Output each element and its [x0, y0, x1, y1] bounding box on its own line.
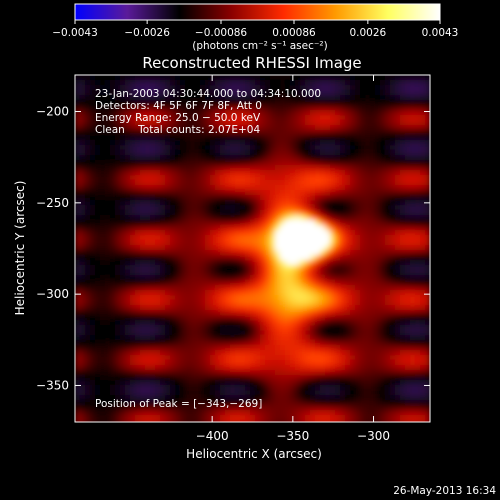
- y-tick-label: −200: [36, 105, 69, 119]
- x-tick-label: −350: [276, 429, 309, 443]
- colorbar-tick-label: −0.0026: [124, 27, 170, 39]
- colorbar-gradient: [74, 3, 441, 21]
- colorbar-tick-label: 0.0043: [422, 27, 459, 39]
- heatmap-image: [75, 75, 430, 422]
- clean-counts-text: Clean Total counts: 2.07E+04: [95, 124, 260, 136]
- colorbar-unit-label: (photons cm⁻² s⁻¹ asec⁻²): [192, 40, 327, 52]
- colorbar-tick-label: −0.0043: [52, 27, 98, 39]
- footer-timestamp: 26-May-2013 16:34: [393, 485, 496, 497]
- y-tick-label: −350: [36, 378, 69, 392]
- annotation-block: 23-Jan-2003 04:30:44.000 to 04:34:10.000…: [95, 88, 321, 410]
- x-tick-label: −400: [196, 429, 229, 443]
- axis-ticks: −400 −350 −300 −200 −250 −300 −350: [36, 75, 430, 443]
- chart-title: Reconstructed RHESSI Image: [142, 54, 361, 72]
- energy-range-text: Energy Range: 25.0 − 50.0 keV: [95, 112, 261, 124]
- colorbar-ticks: −0.0043 −0.0026 −0.00086 0.00086 0.0026 0.004…: [52, 20, 458, 39]
- colorbar-tick-label: 0.00086: [272, 27, 316, 39]
- x-tick-label: −300: [357, 429, 390, 443]
- colorbar-tick-label: 0.0026: [349, 27, 386, 39]
- time-range-text: 23-Jan-2003 04:30:44.000 to 04:34:10.000: [95, 88, 321, 100]
- colorbar-tick-label: −0.00086: [195, 27, 248, 39]
- detectors-text: Detectors: 4F 5F 6F 7F 8F, Att 0: [95, 100, 262, 112]
- y-tick-label: −250: [36, 196, 69, 210]
- peak-position-text: Position of Peak = [−343,−269]: [95, 398, 262, 410]
- y-tick-label: −300: [36, 287, 69, 301]
- plot-frame: [74, 74, 431, 423]
- y-axis-label: Heliocentric Y (arcsec): [13, 181, 27, 316]
- colorbar: −0.0043 −0.0026 −0.00086 0.00086 0.0026 0.004…: [52, 3, 458, 52]
- x-axis-label: Heliocentric X (arcsec): [186, 447, 322, 461]
- plot-area: −400 −350 −300 −200 −250 −300 −350: [36, 74, 431, 443]
